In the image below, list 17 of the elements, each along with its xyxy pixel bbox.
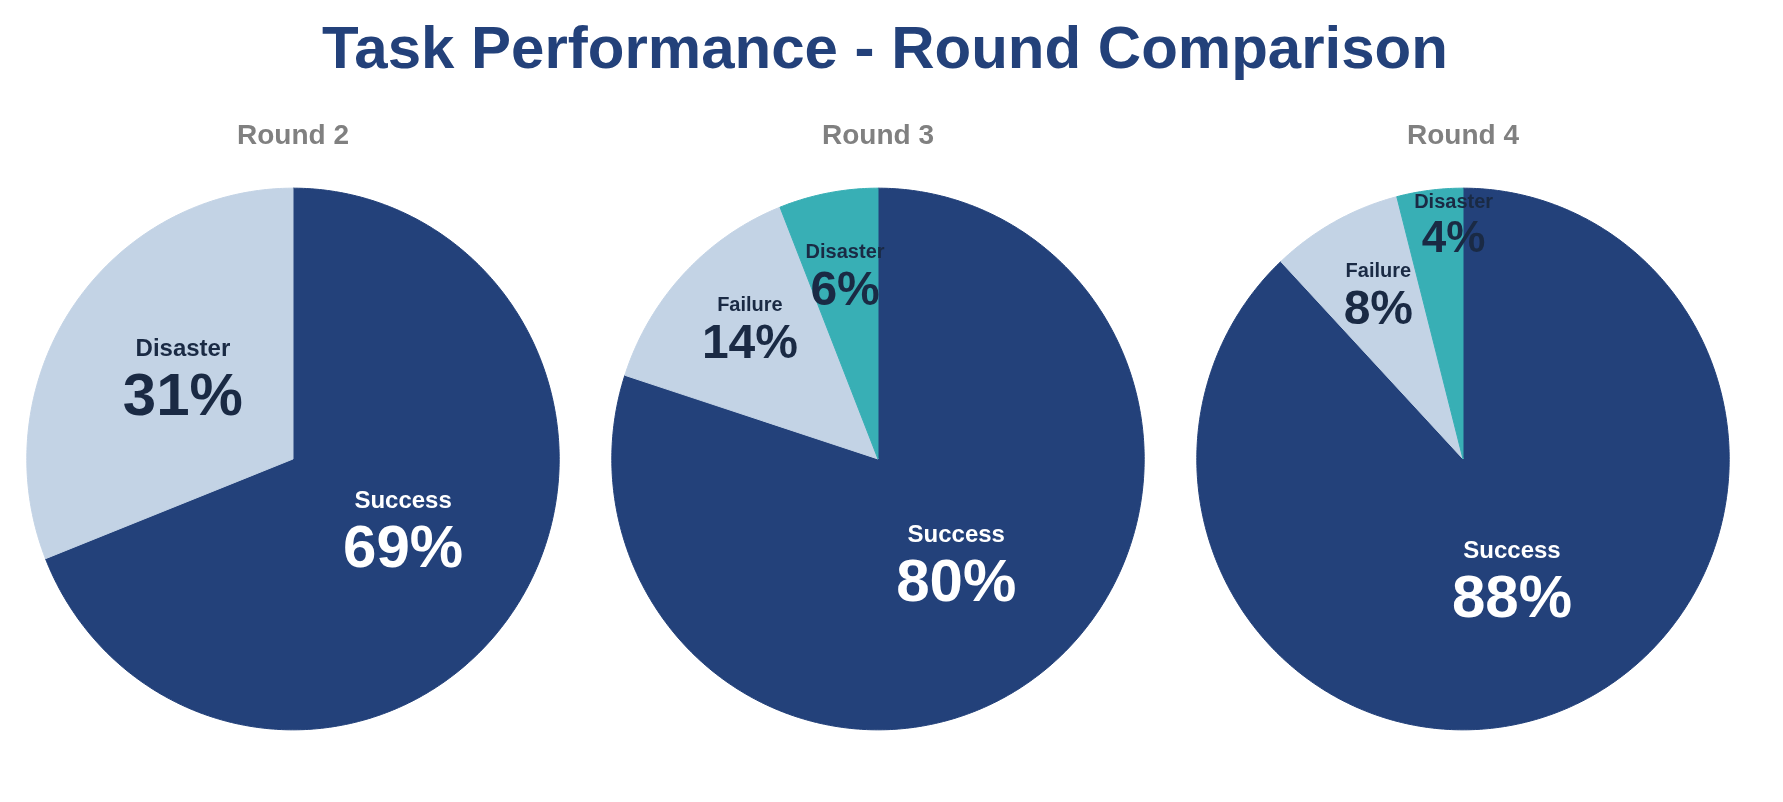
slice-label: Success xyxy=(907,519,1005,547)
slice-label: Disaster xyxy=(135,333,231,361)
slice-label: Success xyxy=(354,486,452,514)
data-label: 88% xyxy=(1451,562,1573,630)
data-label: 6% xyxy=(810,261,880,315)
text: Task Performance - Round Comparison xyxy=(322,13,1448,83)
chart-subtitle: Round 4 xyxy=(1407,118,1520,150)
data-label: 69% xyxy=(343,513,464,581)
slice-label: Success xyxy=(1463,535,1561,563)
slice-label: Failure xyxy=(717,292,783,315)
chart-subtitle: Round 2 xyxy=(237,118,350,150)
slice-label: Failure xyxy=(1345,258,1412,281)
data-label: 8% xyxy=(1343,280,1414,334)
data-label: 80% xyxy=(896,546,1017,614)
chart-subtitle: Round 3 xyxy=(822,118,935,150)
data-label: 31% xyxy=(122,360,243,428)
data-label: 14% xyxy=(701,314,798,368)
